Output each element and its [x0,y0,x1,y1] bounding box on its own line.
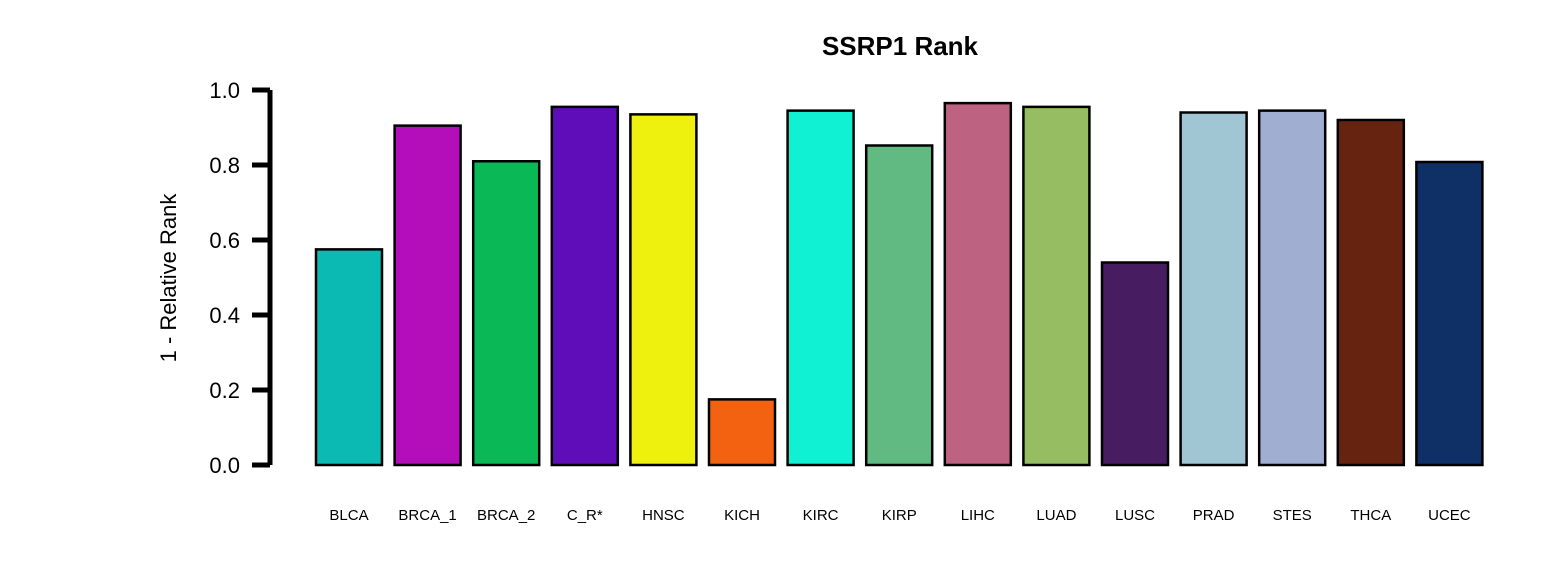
bar-lusc [1100,261,1170,467]
x-tick-label: LUSC [1115,507,1155,524]
y-tick-label: 0.4 [209,303,240,328]
bar-luad [1022,105,1091,467]
y-tick-label: 0.2 [209,378,240,403]
bar-brca-1 [393,124,462,467]
x-tick-label: LUAD [1036,507,1076,524]
x-tick-label: C_R* [567,507,603,524]
y-tick-label: 1.0 [209,78,240,103]
bar-prad [1179,111,1248,467]
x-tick-label: KIRC [803,507,839,524]
y-axis: 0.0 0.2 0.4 0.6 0.8 1.0 [209,78,273,478]
bar-kirp [864,144,934,467]
x-tick-label: KIRP [882,507,917,524]
x-tick-label: UCEC [1428,507,1471,524]
x-tick-labels: BLCA BRCA_1 BRCA_2 C_R* HNSC KICH KIRC KIRP LIHC… [329,507,1470,524]
y-tick-label: 0.8 [209,153,240,178]
bar-ucec [1415,160,1484,467]
bar-blca [314,248,384,467]
bar-stes [1257,109,1327,467]
bar-kich [707,398,777,467]
x-tick-label: STES [1273,507,1312,524]
x-tick-label: BLCA [329,507,368,524]
x-tick-label: KICH [724,507,760,524]
bar-brca-2 [471,160,541,467]
bars [314,101,1484,467]
x-tick-label: PRAD [1193,507,1235,524]
bar-c-r [550,105,620,467]
y-tick-label: 0.0 [209,453,240,478]
bar-kirc [786,109,855,467]
x-tick-label: THCA [1350,507,1391,524]
bar-lihc [943,101,1013,467]
y-axis-label: 1 - Relative Rank [156,193,181,363]
bar-thca [1336,118,1406,467]
chart-title: SSRP1 Rank [822,31,979,61]
x-tick-label: HNSC [642,507,685,524]
y-tick-label: 0.6 [209,228,240,253]
bar-hnsc [629,113,698,467]
x-tick-label: LIHC [961,507,995,524]
x-tick-label: BRCA_2 [477,507,535,524]
x-tick-label: BRCA_1 [398,507,456,524]
